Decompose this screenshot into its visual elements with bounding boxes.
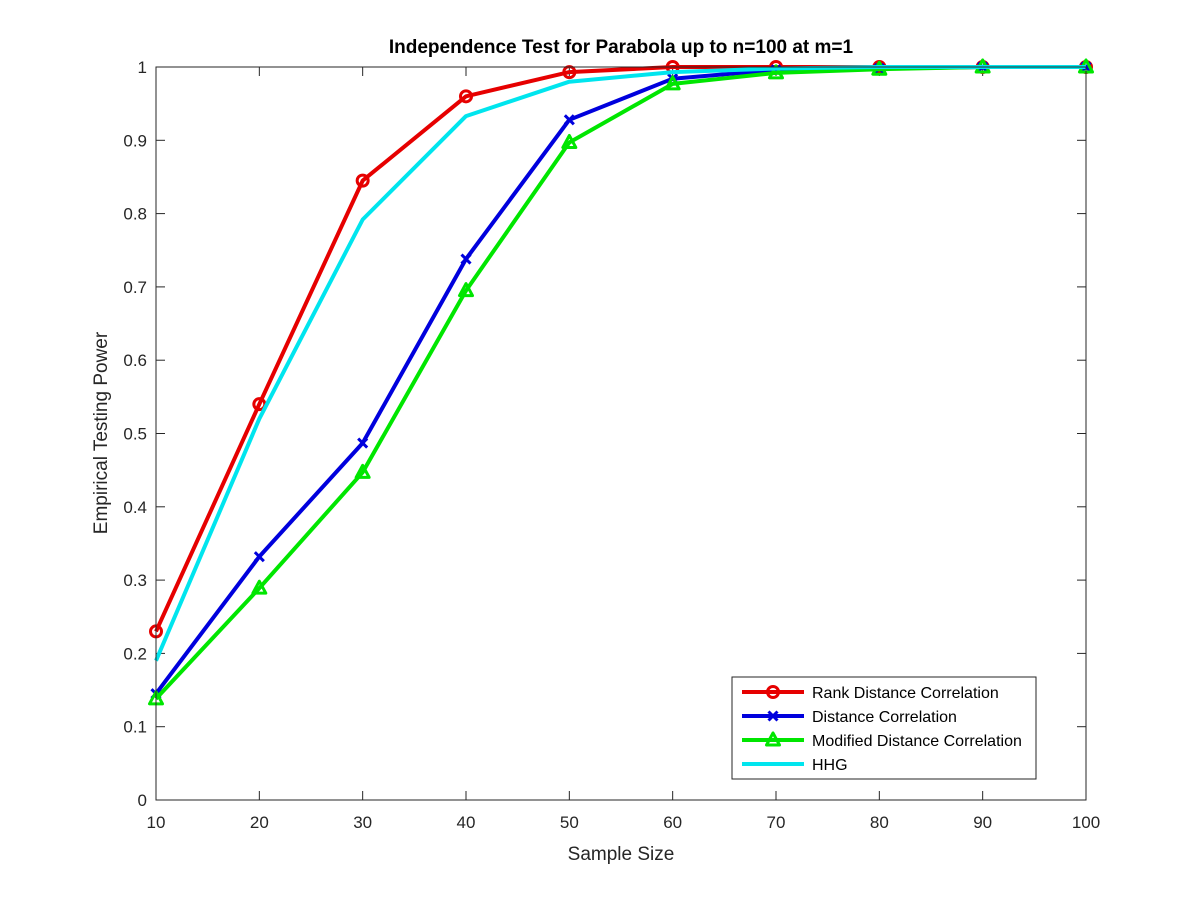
triangle-marker xyxy=(561,133,578,149)
legend-label: HHG xyxy=(812,757,848,774)
legend-label: Rank Distance Correlation xyxy=(812,685,999,702)
data-point xyxy=(354,463,371,479)
y-tick-label: 0.7 xyxy=(123,278,147,297)
y-tick-label: 0.8 xyxy=(123,205,147,224)
x-marker xyxy=(767,710,779,722)
x-tick-label: 20 xyxy=(250,813,269,832)
y-tick-label: 0.4 xyxy=(123,498,147,517)
x-tick-label: 70 xyxy=(767,813,786,832)
triangle-marker xyxy=(664,75,681,91)
x-marker xyxy=(460,253,472,265)
y-tick-label: 0.1 xyxy=(123,718,147,737)
triangle-marker xyxy=(354,463,371,479)
data-point xyxy=(355,173,370,188)
x-marker xyxy=(357,437,369,449)
x-tick-label: 50 xyxy=(560,813,579,832)
triangle-marker xyxy=(765,731,781,747)
y-tick-label: 0.9 xyxy=(123,131,147,150)
x-tick-label: 30 xyxy=(353,813,372,832)
plot-frame xyxy=(155,66,1087,801)
y-tick-label: 0.6 xyxy=(123,351,147,370)
circle-marker xyxy=(766,685,780,699)
legend-entry: Rank Distance Correlation xyxy=(742,685,999,702)
legend: Rank Distance Correlation Distance Correl… xyxy=(731,676,1037,780)
data-point xyxy=(251,579,268,595)
data-point xyxy=(357,437,369,449)
x-tick-label: 100 xyxy=(1072,813,1100,832)
data-point xyxy=(460,253,472,265)
data-point xyxy=(458,282,474,298)
x-tick-label: 40 xyxy=(457,813,476,832)
legend-marker xyxy=(767,710,779,722)
x-marker xyxy=(563,114,575,126)
data-point xyxy=(563,114,575,126)
legend-marker xyxy=(765,731,781,747)
y-axis-label: Empirical Testing Power xyxy=(91,331,112,534)
y-tick-label: 0.3 xyxy=(123,571,147,590)
legend-entry: HHG xyxy=(742,757,848,774)
triangle-marker xyxy=(768,64,784,80)
chart-title: Independence Test for Parabola up to n=1… xyxy=(389,37,854,58)
x-tick-label: 60 xyxy=(663,813,682,832)
legend-label: Modified Distance Correlation xyxy=(812,733,1022,750)
triangle-marker xyxy=(458,282,474,298)
data-point xyxy=(253,551,265,563)
x-tick-label: 90 xyxy=(973,813,992,832)
x-marker xyxy=(253,551,265,563)
data-point xyxy=(459,89,473,104)
legend-entry: Modified Distance Correlation xyxy=(742,731,1022,750)
x-tick-label: 80 xyxy=(870,813,889,832)
x-tick-label: 10 xyxy=(147,813,166,832)
data-point xyxy=(664,75,681,91)
data-point xyxy=(561,133,578,149)
data-point xyxy=(768,64,784,80)
y-tick-label: 1 xyxy=(138,58,147,77)
circle-marker xyxy=(459,89,473,104)
y-tick-label: 0.5 xyxy=(123,425,147,444)
y-tick-label: 0 xyxy=(138,791,147,810)
legend-label: Distance Correlation xyxy=(812,709,957,726)
legend-marker xyxy=(766,685,780,699)
ticks-layer: 10 20 30 40 50 60 70 80 90 100 0 0.1 0.2 0.3 0.4 0.5 0.6… xyxy=(123,58,1100,832)
triangle-marker xyxy=(251,579,268,595)
y-tick-label: 0.2 xyxy=(123,644,147,663)
x-axis-label: Sample Size xyxy=(568,844,675,865)
legend-entry: Distance Correlation xyxy=(742,709,957,726)
circle-marker xyxy=(355,173,370,188)
